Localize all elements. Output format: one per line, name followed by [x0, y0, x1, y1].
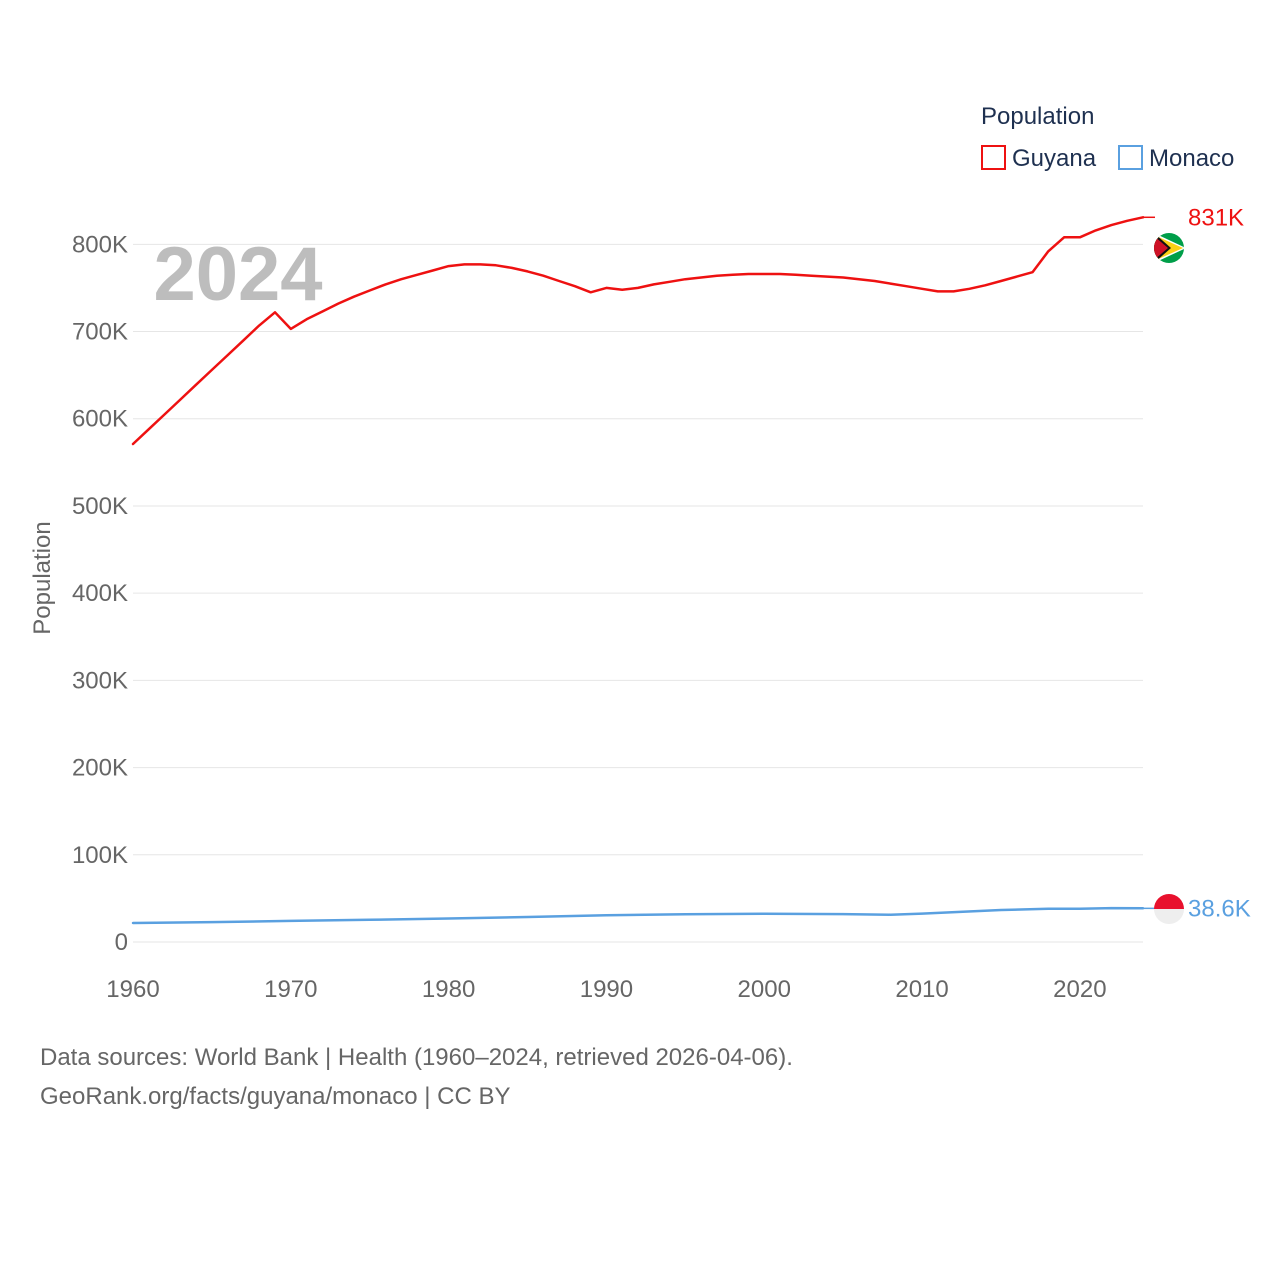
end-label-guyana: 831K	[1188, 204, 1244, 231]
series-line-monaco	[131, 906, 1145, 925]
y-tick-label: 100K	[72, 842, 128, 869]
y-tick-label: 600K	[72, 406, 128, 433]
end-label-monaco: 38.6K	[1188, 895, 1251, 922]
y-tick-label: 400K	[72, 580, 128, 607]
y-tick-label: 200K	[72, 755, 128, 782]
source-link[interactable]: GeoRank.org/facts/guyana/monaco | CC BY	[40, 1083, 511, 1110]
legend-swatch-guyana[interactable]	[981, 145, 1006, 170]
source-note: Data sources: World Bank | Health (1960–…	[40, 1044, 793, 1071]
x-tick-label: 1970	[264, 976, 317, 1003]
legend-title: Population	[981, 103, 1094, 130]
x-tick-label: 2000	[738, 976, 791, 1003]
gridlines	[133, 243, 1143, 943]
y-tick-label: 700K	[72, 319, 128, 346]
y-tick-label: 800K	[72, 231, 128, 258]
x-axis-ticks: 1960 1970 1980 1990 2000 2010 2020	[106, 976, 1106, 1003]
x-tick-label: 1980	[422, 976, 475, 1003]
legend-swatch-monaco[interactable]	[1118, 145, 1143, 170]
guyana-flag-icon	[1154, 233, 1184, 263]
y-tick-label: 300K	[72, 667, 128, 694]
y-axis-ticks: 0 100K 200K 300K 400K 500K 600K 700K 800K	[72, 231, 128, 956]
y-tick-label: 0	[115, 929, 128, 956]
x-tick-label: 2010	[895, 976, 948, 1003]
legend-label-monaco[interactable]: Monaco	[1149, 145, 1234, 172]
x-tick-label: 2020	[1053, 976, 1106, 1003]
x-tick-label: 1960	[106, 976, 159, 1003]
y-tick-label: 500K	[72, 493, 128, 520]
y-axis-title: Population	[29, 521, 56, 634]
legend: Population Guyana Monaco	[981, 103, 1234, 172]
legend-label-guyana[interactable]: Guyana	[1012, 145, 1097, 172]
year-label: 2024	[153, 232, 322, 317]
series-line-guyana	[131, 216, 1145, 446]
series-lines	[131, 216, 1155, 925]
x-tick-label: 1990	[580, 976, 633, 1003]
monaco-flag-icon	[1154, 894, 1184, 924]
